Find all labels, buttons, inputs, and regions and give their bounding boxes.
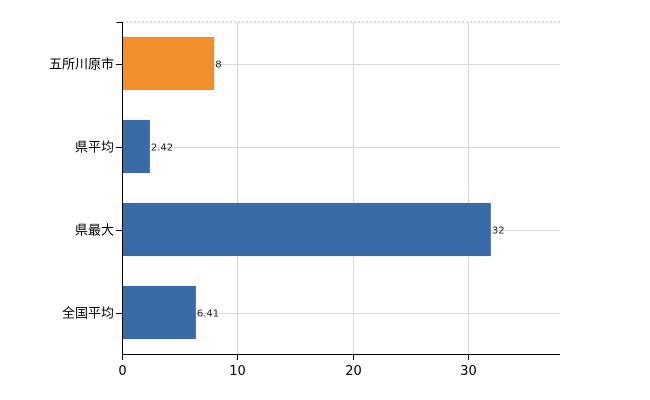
bar-layer xyxy=(122,36,491,340)
data-label-2: 32 xyxy=(492,226,505,237)
axis-layer xyxy=(116,22,560,360)
label-layer: 8 五所川原市 2.42 県平均 32 県最大 6.41 全国平均 0 10 20 30 xyxy=(49,57,505,380)
data-label-0: 8 xyxy=(215,60,221,71)
x-tick-label-1: 10 xyxy=(229,364,246,379)
category-label-2: 県最大 xyxy=(75,224,114,239)
data-label-3: 6.41 xyxy=(197,309,219,320)
category-label-1: 県平均 xyxy=(75,141,114,156)
x-tick-label-2: 20 xyxy=(345,364,362,379)
data-label-1: 2.42 xyxy=(151,143,173,154)
x-tick-label-0: 0 xyxy=(118,364,126,379)
category-label-0: 五所川原市 xyxy=(49,57,114,73)
bar-2 xyxy=(122,202,491,257)
bar-3 xyxy=(122,285,196,340)
x-tick-label-3: 30 xyxy=(460,364,477,379)
bar-1 xyxy=(122,119,150,174)
category-label-3: 全国平均 xyxy=(62,306,114,322)
bar-0 xyxy=(122,36,215,91)
